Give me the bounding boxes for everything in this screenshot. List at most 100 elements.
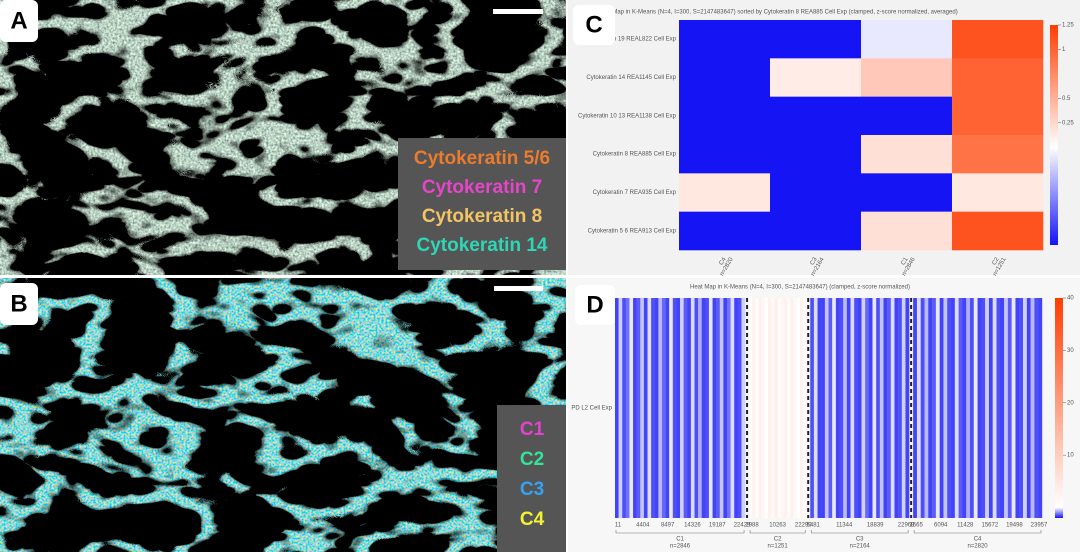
stripe (1015, 298, 1020, 518)
heatmap-cell (952, 96, 1044, 136)
heatmap-cell (770, 173, 862, 212)
cluster-count: n=2820 (967, 544, 988, 550)
stripe (701, 298, 706, 518)
row-label: Cytokeratin 19 REAL822 Cell Exp (586, 37, 677, 43)
row-label: Cytokeratin 10 13 REA1138 Cell Exp (578, 113, 677, 119)
column-label: C4 (719, 256, 728, 266)
x-tick-label: 15672 (982, 523, 999, 529)
scale-bar (494, 286, 543, 291)
stripe (640, 298, 645, 518)
scale-bar (493, 9, 543, 14)
colorbar-tick-label: 40 (1067, 296, 1074, 302)
stripe (973, 298, 978, 518)
stripe (716, 298, 720, 518)
panel-label: B (10, 290, 27, 317)
microscopy-image-b (0, 278, 566, 552)
x-tick-label: 18839 (867, 523, 884, 529)
stripe (992, 298, 997, 518)
stripe (643, 298, 648, 518)
stripe (676, 298, 681, 518)
stripe (996, 298, 1001, 518)
x-tick-label: 5481 (807, 523, 821, 529)
row-label: Cytokeratin 5 6 REA913 Cell Exp (588, 228, 677, 234)
stripe (846, 298, 851, 518)
stripe (905, 298, 910, 518)
x-tick-label: 10263 (769, 523, 786, 529)
stripe (793, 298, 797, 518)
row-label: Cytokeratin 7 REA935 Cell Exp (593, 190, 677, 196)
x-tick-label: 14326 (684, 523, 701, 529)
stripe (698, 298, 702, 518)
heatmap-cell (861, 96, 953, 136)
stripe (958, 298, 963, 518)
stripe (1004, 298, 1009, 518)
stripe (924, 298, 929, 518)
stripe (861, 298, 866, 518)
legend-entry: C2 (520, 449, 544, 470)
cluster-bracket (913, 530, 1042, 534)
legend-box (398, 138, 566, 270)
x-tick-label: 6094 (934, 523, 948, 529)
colorbar-tick-label: 1 (1062, 47, 1066, 53)
stripe (928, 298, 933, 518)
heatmap-cell (770, 96, 862, 136)
stripe (817, 298, 822, 518)
heatmap-cell (861, 58, 953, 97)
colorbar-tick-label: 0.25 (1062, 120, 1074, 126)
cluster-name: C3 (856, 537, 864, 543)
x-tick-label: 22290 (795, 523, 812, 529)
x-tick-label: 19187 (709, 523, 726, 529)
stripe (821, 298, 826, 518)
heatmap-cell (770, 135, 862, 174)
stripe (687, 298, 692, 518)
x-tick-label: 22969 (898, 523, 915, 529)
stripe (1026, 298, 1031, 518)
stripe (901, 298, 906, 518)
stripe (796, 298, 801, 518)
stripe (708, 298, 713, 518)
stripe (658, 298, 663, 518)
stripe (839, 298, 844, 518)
colorbar-tick-label: 20 (1067, 400, 1074, 406)
stripe (932, 298, 937, 518)
heatmap-cell (952, 135, 1044, 174)
stripe (966, 298, 971, 518)
panel-label-box (0, 283, 38, 325)
heatmap-cell (861, 20, 953, 59)
heatmap-cell (679, 58, 771, 97)
stripe (680, 298, 684, 518)
x-tick-label: 1565 (909, 523, 923, 529)
stripe (828, 298, 833, 518)
legend-box (497, 405, 566, 552)
heatmap-cell (679, 173, 771, 212)
stripe (752, 298, 756, 518)
stripe (898, 298, 903, 518)
legend-entry: Cytokeratin 14 (417, 235, 548, 256)
x-tick-label: 19498 (1006, 523, 1023, 529)
stripe (783, 298, 788, 518)
cluster-count: n=2846 (670, 544, 691, 550)
heatmap-cell (861, 135, 953, 174)
stripe (618, 298, 623, 518)
heatmap-cell (770, 58, 862, 97)
stripe (1019, 298, 1024, 518)
stripe (790, 298, 794, 518)
stripe (843, 298, 848, 518)
stripe (665, 298, 670, 518)
stripe (771, 298, 775, 518)
stripe (943, 298, 948, 518)
cluster-bracket (615, 530, 745, 534)
heatmap-cell (770, 211, 862, 251)
stripe (741, 298, 746, 518)
colorbar (1055, 298, 1063, 518)
legend-entry: C3 (520, 479, 544, 500)
stripe (1011, 298, 1016, 518)
stripe (939, 298, 944, 518)
stripe (615, 298, 619, 518)
heatmap-cell (861, 173, 953, 212)
heatmap-cell (679, 96, 771, 136)
colorbar-tick-label: 0.5 (1062, 96, 1071, 102)
heatmap-cell (770, 20, 862, 59)
heatmap-cell (952, 211, 1044, 251)
